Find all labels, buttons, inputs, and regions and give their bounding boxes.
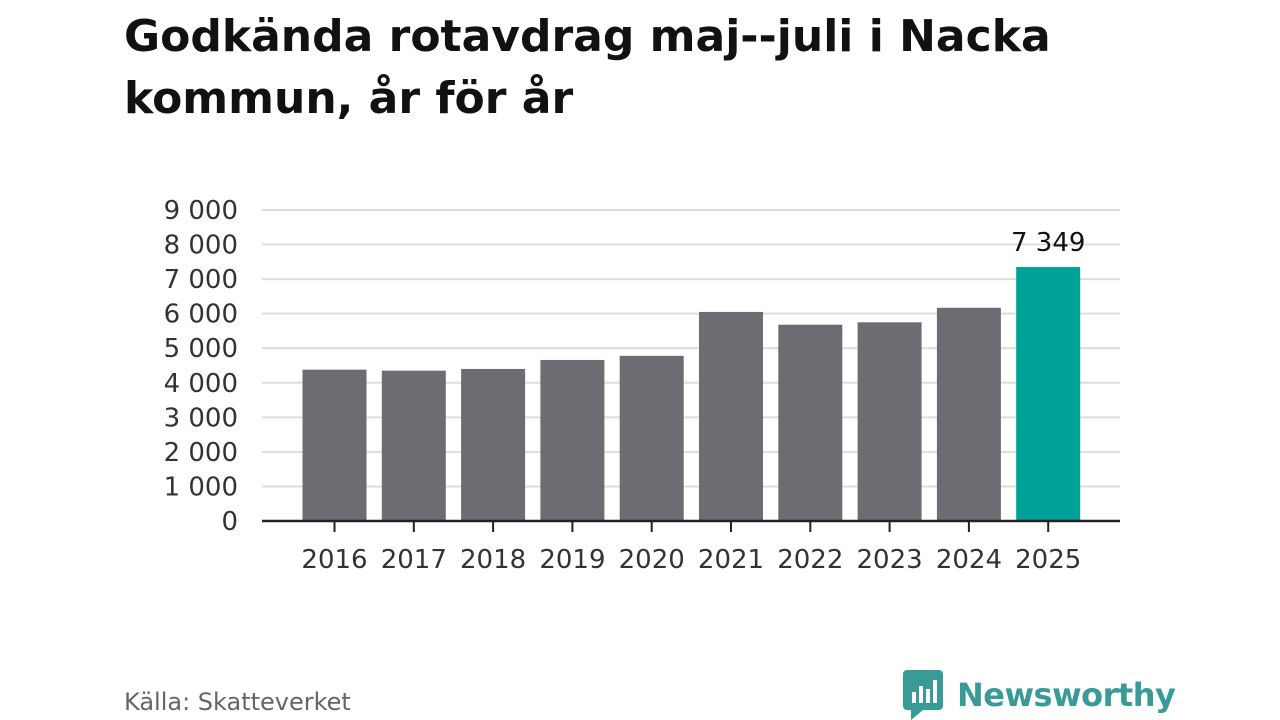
bar xyxy=(302,369,367,521)
x-tick-label: 2022 xyxy=(777,545,843,575)
bar xyxy=(778,324,843,521)
x-tick-label: 2018 xyxy=(460,545,526,575)
brand-name: Newsworthy xyxy=(957,676,1176,714)
bar xyxy=(461,368,526,521)
y-tick-label: 9 000 xyxy=(164,196,238,226)
y-tick-label: 7 000 xyxy=(164,265,238,295)
bar xyxy=(936,307,1001,521)
x-tick-label: 2017 xyxy=(381,545,447,575)
bar xyxy=(381,370,446,521)
bar xyxy=(619,355,684,521)
x-tick-label: 2025 xyxy=(1015,545,1081,575)
y-tick-label: 1 000 xyxy=(164,472,238,502)
y-tick-label: 8 000 xyxy=(164,231,238,261)
data-label: 7 349 xyxy=(1011,228,1085,258)
y-tick-label: 5 000 xyxy=(164,334,238,364)
y-tick-label: 2 000 xyxy=(164,438,238,468)
x-tick-label: 2021 xyxy=(698,545,764,575)
y-tick-label: 0 xyxy=(221,507,238,537)
x-tick-label: 2023 xyxy=(857,545,923,575)
x-tick-label: 2020 xyxy=(619,545,685,575)
y-tick-label: 6 000 xyxy=(164,300,238,330)
y-tick-label: 3 000 xyxy=(164,403,238,433)
brand-logo: Newsworthy xyxy=(903,670,1176,720)
y-tick-label: 4 000 xyxy=(164,369,238,399)
x-tick-label: 2019 xyxy=(539,545,605,575)
bar xyxy=(540,359,605,521)
x-tick-label: 2016 xyxy=(301,545,367,575)
bar xyxy=(857,322,922,521)
bar xyxy=(699,311,763,521)
x-tick-label: 2024 xyxy=(936,545,1002,575)
newsworthy-logo-icon xyxy=(903,670,943,720)
source-note: Källa: Skatteverket xyxy=(124,688,351,716)
bar xyxy=(1016,267,1081,521)
chart-title: Godkända rotavdrag maj--juli i Nacka kom… xyxy=(124,11,1051,124)
